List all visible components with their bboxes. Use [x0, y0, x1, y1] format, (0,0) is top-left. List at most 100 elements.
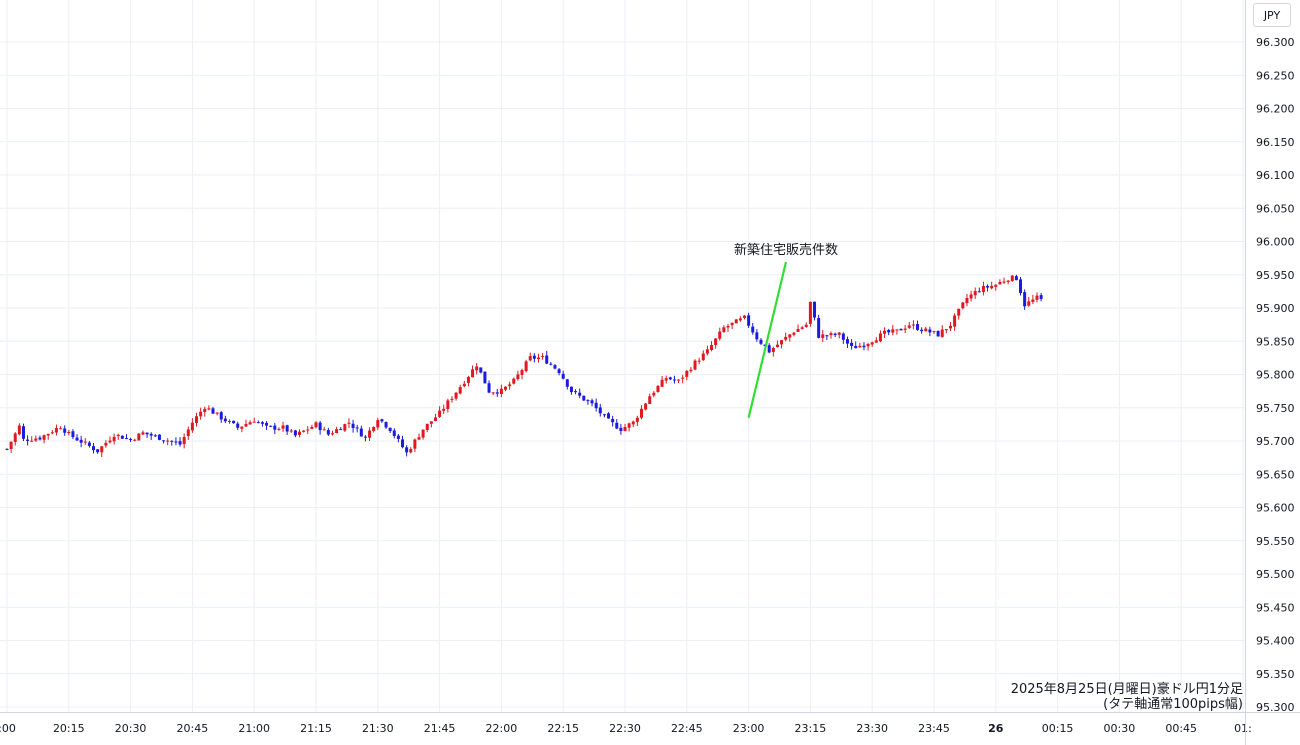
caption-line1: 2025年8月25日(月曜日)豪ドル円1分足: [1011, 681, 1243, 697]
candle-body: [677, 379, 681, 381]
candle-body: [907, 325, 911, 328]
candle-body: [578, 392, 582, 396]
x-tick-label: 22:00: [486, 722, 518, 735]
candle-body: [227, 420, 231, 422]
candle-body: [116, 434, 120, 437]
candle-body: [396, 435, 400, 439]
currency-label[interactable]: JPY: [1253, 3, 1291, 27]
candle-body: [813, 301, 817, 318]
candle-body: [866, 343, 870, 347]
candle-body: [639, 408, 643, 418]
candle-body: [619, 427, 623, 432]
candle-body: [705, 349, 709, 354]
candle-body: [178, 441, 182, 445]
x-tick-label: 26: [988, 722, 1004, 735]
caption: 2025年8月25日(月曜日)豪ドル円1分足 (タテ軸通常100pips幅): [1011, 681, 1243, 712]
candle-body: [495, 392, 499, 394]
x-tick-label: 22:45: [671, 722, 703, 735]
candle-body: [339, 429, 343, 431]
candle-body: [195, 416, 199, 423]
candle-body: [265, 422, 269, 426]
candle-body: [1035, 295, 1039, 300]
x-tick-label: 22:15: [547, 722, 579, 735]
candle-body: [940, 329, 944, 337]
candle-body: [335, 429, 339, 434]
candle-body: [771, 348, 775, 352]
candle-body: [586, 400, 590, 402]
candle-body: [994, 284, 998, 287]
candle-body: [186, 429, 190, 437]
candle-body: [54, 428, 58, 433]
candle-body: [635, 417, 639, 422]
candle-body: [710, 345, 714, 350]
candle-body: [483, 371, 487, 384]
x-tick-label: 20:45: [177, 722, 209, 735]
candle-body: [260, 422, 264, 424]
y-tick-label: 95.800: [1256, 369, 1295, 382]
candle-body: [718, 331, 722, 339]
candle-body: [660, 379, 664, 387]
candle-body: [998, 282, 1002, 285]
candle-body: [545, 355, 549, 364]
caption-line2: (タテ軸通常100pips幅): [1103, 697, 1243, 712]
candle-body: [957, 308, 961, 316]
x-tick-label: 21:00: [238, 722, 270, 735]
candle-body: [388, 427, 392, 432]
candle-body: [738, 318, 742, 321]
candle-body: [990, 285, 994, 289]
candle-body: [697, 360, 701, 362]
candle-body: [87, 442, 91, 446]
x-tick-label: 00:30: [1104, 722, 1136, 735]
y-tick-label: 96.300: [1256, 36, 1295, 49]
candle-body: [858, 345, 862, 348]
candle-body: [841, 333, 845, 340]
candle-body: [207, 408, 211, 410]
candle-body: [153, 435, 157, 437]
candle-body: [911, 324, 915, 326]
candle-body: [557, 369, 561, 374]
candle-body: [380, 419, 384, 422]
candle-body: [631, 421, 635, 425]
candle-body: [714, 338, 718, 345]
candle-body: [829, 333, 833, 336]
candle-body: [298, 431, 302, 435]
candle-body: [541, 356, 545, 358]
candle-body: [870, 342, 874, 345]
candle-body: [199, 411, 203, 417]
candle-body: [293, 430, 297, 436]
candle-body: [574, 391, 578, 393]
candle-body: [965, 297, 969, 303]
candle-body: [524, 361, 528, 372]
candle-body: [903, 328, 907, 330]
candle-body: [977, 291, 981, 293]
candle-body: [693, 360, 697, 370]
candle-body: [5, 448, 9, 450]
candle-body: [1027, 301, 1031, 306]
candle-body: [615, 422, 619, 429]
candle-body: [273, 425, 277, 430]
candle-body: [100, 446, 104, 453]
candle-body: [611, 418, 615, 423]
candle-body: [63, 428, 67, 433]
candle-body: [409, 449, 413, 453]
candle-body: [948, 325, 952, 329]
candle-body: [821, 334, 825, 338]
candle-body: [96, 449, 100, 453]
candle-body: [203, 408, 207, 412]
candle-body: [232, 420, 236, 424]
candle-body: [347, 422, 351, 424]
candle-body: [67, 431, 71, 434]
candle-body: [775, 344, 779, 348]
candle-body: [79, 439, 83, 443]
candle-body: [310, 426, 314, 429]
candle-body: [92, 446, 96, 451]
candle-body: [475, 366, 479, 371]
x-tick-label: 23:00: [733, 722, 765, 735]
candle-body: [689, 369, 693, 372]
candle-body: [466, 376, 470, 383]
x-tick-label: 00:45: [1165, 722, 1197, 735]
x-tick-label: 21:15: [300, 722, 332, 735]
candle-body: [664, 378, 668, 381]
candle-body: [800, 327, 804, 329]
candle-body: [433, 417, 437, 421]
